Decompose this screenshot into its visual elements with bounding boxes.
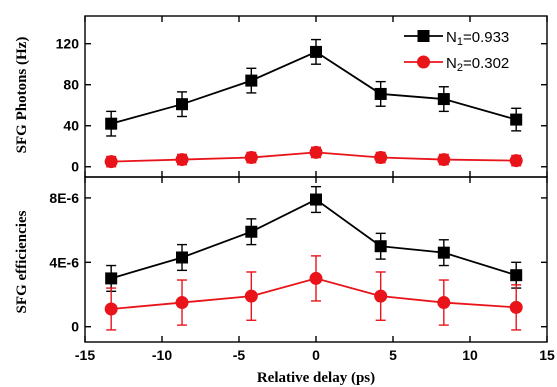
bottom-data-point: [374, 289, 388, 303]
top-data-point: [374, 151, 388, 165]
top-series-2: [104, 145, 523, 169]
bottom-series-line: [110, 198, 517, 280]
bottom-data-point: [176, 251, 189, 264]
top-data-point: [105, 117, 118, 130]
x-tick-label: 10: [462, 347, 478, 363]
bottom-data-point: [374, 240, 387, 253]
top-data-point: [509, 154, 523, 168]
top-panel: 0 40 80 120: [56, 15, 548, 178]
top-data-point: [175, 153, 189, 167]
top-y-tick-label: 40: [63, 118, 79, 134]
legend-marker: [417, 30, 430, 42]
x-axis-label: Relative delay (ps): [257, 370, 375, 386]
top-data-point: [437, 153, 451, 167]
bottom-data-point: [509, 300, 523, 314]
bottom-data-point: [510, 269, 523, 282]
bottom-series-1: [105, 185, 523, 292]
bottom-y-tick-label: 4E-6: [49, 254, 79, 270]
top-data-point: [244, 151, 258, 165]
x-tick-label: -15: [75, 347, 95, 363]
bottom-data-point: [245, 225, 258, 238]
top-y-tick-label: 120: [56, 36, 80, 52]
top-data-point: [309, 145, 323, 159]
legend-label: N1=0.933: [446, 29, 509, 48]
top-data-point: [374, 87, 387, 100]
top-y-axis-label: SFG Photons (Hz): [14, 37, 30, 154]
bottom-y-tick-label: 0: [71, 319, 79, 335]
bottom-y-axis-label: SFG efficiencies: [14, 210, 30, 313]
x-tick-label: -5: [233, 347, 246, 363]
legend-marker: [417, 55, 430, 69]
bottom-series-2: [104, 255, 523, 331]
bottom-data-point: [244, 289, 258, 303]
bottom-data-point: [105, 272, 118, 285]
bottom-panel: 0 4E-6 8E-6 -15 -10 -5 0 5 10 15: [49, 176, 555, 363]
bottom-data-point: [104, 302, 118, 316]
bottom-data-point: [310, 193, 322, 206]
x-tick-label: 5: [389, 347, 397, 363]
legend: N1=0.933 N2=0.302: [404, 29, 509, 74]
bottom-data-point: [175, 296, 189, 310]
top-data-point: [437, 93, 450, 106]
top-series-1: [105, 38, 523, 137]
x-tick-label: 15: [539, 347, 555, 363]
top-data-point: [310, 45, 322, 58]
legend-entry-2: N2=0.302: [404, 55, 509, 74]
legend-entry-1: N1=0.933: [404, 29, 509, 48]
top-data-point: [245, 74, 258, 87]
bottom-data-point: [309, 271, 323, 285]
top-y-tick-label: 80: [63, 77, 79, 93]
bottom-data-point: [437, 246, 450, 259]
legend-label: N2=0.302: [446, 55, 509, 74]
top-data-point: [510, 113, 523, 126]
bottom-data-point: [437, 296, 451, 310]
x-tick-label: -10: [152, 347, 172, 363]
top-data-point: [176, 98, 189, 111]
x-tick-label: 0: [312, 347, 320, 363]
bottom-y-tick-label: 8E-6: [49, 190, 79, 206]
top-data-point: [104, 155, 118, 169]
top-y-tick-label: 0: [71, 159, 79, 175]
